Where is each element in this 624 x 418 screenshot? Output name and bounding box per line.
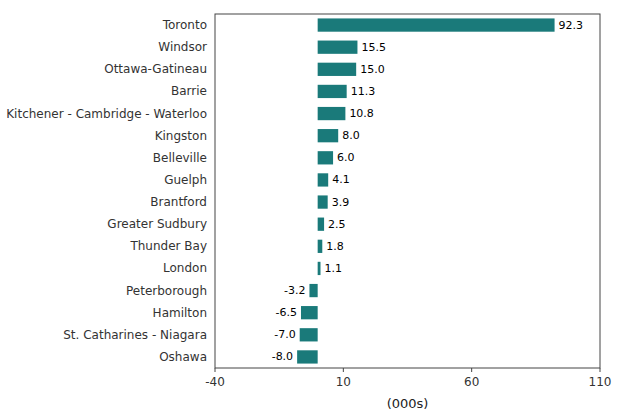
category-label: Hamilton bbox=[153, 306, 207, 320]
data-label: 1.1 bbox=[324, 262, 342, 275]
data-label: 15.5 bbox=[361, 41, 386, 54]
bar bbox=[318, 262, 321, 275]
data-label: 1.8 bbox=[326, 240, 344, 253]
x-tick-label: 60 bbox=[464, 375, 479, 389]
data-label: 11.3 bbox=[351, 85, 376, 98]
data-label: 4.1 bbox=[332, 173, 350, 186]
x-tick bbox=[215, 368, 216, 372]
category-label: Windsor bbox=[158, 40, 207, 54]
bar bbox=[309, 284, 317, 297]
bar bbox=[318, 218, 324, 231]
data-label: 2.5 bbox=[328, 218, 346, 231]
category-label: Oshawa bbox=[159, 350, 207, 364]
data-label: 10.8 bbox=[349, 107, 374, 120]
data-label: 3.9 bbox=[332, 196, 350, 209]
chart-container: -40 10 60 110 (000s) Oshawa St. Catharines - N… bbox=[0, 0, 624, 418]
bar bbox=[301, 306, 318, 319]
bar bbox=[318, 195, 328, 208]
category-label: Ottawa-Gatineau bbox=[104, 62, 207, 76]
data-label: 15.0 bbox=[360, 63, 385, 76]
data-label: -8.0 bbox=[272, 350, 293, 363]
data-label: 6.0 bbox=[337, 151, 355, 164]
category-label: Kitchener - Cambridge - Waterloo bbox=[6, 107, 207, 121]
bars bbox=[297, 18, 554, 363]
category-label: Toronto bbox=[162, 18, 207, 32]
chart-svg: -40 10 60 110 (000s) Oshawa St. Catharines - N… bbox=[0, 0, 624, 418]
x-axis: -40 10 60 110 bbox=[205, 368, 611, 389]
data-label: 8.0 bbox=[342, 129, 360, 142]
bar bbox=[318, 107, 346, 120]
x-tick-label: -40 bbox=[205, 375, 225, 389]
y-axis: Oshawa St. Catharines - Niagara Hamilton Pe… bbox=[6, 18, 207, 364]
x-tick-label: 110 bbox=[589, 375, 612, 389]
x-tick bbox=[343, 368, 344, 372]
bar bbox=[300, 328, 318, 341]
bar bbox=[318, 151, 333, 164]
category-label: Brantford bbox=[150, 195, 207, 209]
x-tick bbox=[471, 368, 472, 372]
bar bbox=[318, 63, 357, 76]
data-label: -7.0 bbox=[274, 328, 295, 341]
category-label: Thunder Bay bbox=[129, 239, 207, 253]
x-tick bbox=[600, 368, 601, 372]
x-tick-label: 10 bbox=[336, 375, 351, 389]
bar bbox=[318, 18, 555, 31]
category-label: Kingston bbox=[155, 129, 207, 143]
category-label: St. Catharines - Niagara bbox=[63, 328, 207, 342]
bar bbox=[318, 85, 347, 98]
data-label: -3.2 bbox=[284, 284, 305, 297]
category-label: Greater Sudbury bbox=[107, 217, 207, 231]
data-label: 92.3 bbox=[559, 19, 584, 32]
bar bbox=[318, 240, 323, 253]
category-label: Barrie bbox=[171, 84, 207, 98]
x-axis-label: (000s) bbox=[387, 396, 429, 411]
category-label: Peterborough bbox=[126, 284, 207, 298]
bar bbox=[318, 173, 329, 186]
data-label: -6.5 bbox=[276, 306, 297, 319]
category-label: London bbox=[163, 261, 207, 275]
plot-frame bbox=[215, 14, 600, 368]
bar bbox=[297, 350, 318, 363]
category-label: Belleville bbox=[153, 151, 207, 165]
category-label: Guelph bbox=[164, 173, 207, 187]
bar bbox=[318, 129, 339, 142]
data-labels: -8.0 -7.0 -6.5 -3.2 1.1 1.8 2.5 3.9 4.1 6.0 8.0 10.… bbox=[272, 19, 583, 364]
bar bbox=[318, 41, 358, 54]
